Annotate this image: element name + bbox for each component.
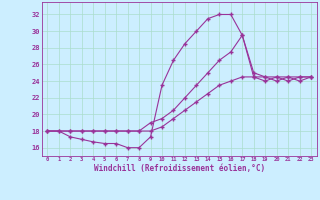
X-axis label: Windchill (Refroidissement éolien,°C): Windchill (Refroidissement éolien,°C)	[94, 164, 265, 173]
